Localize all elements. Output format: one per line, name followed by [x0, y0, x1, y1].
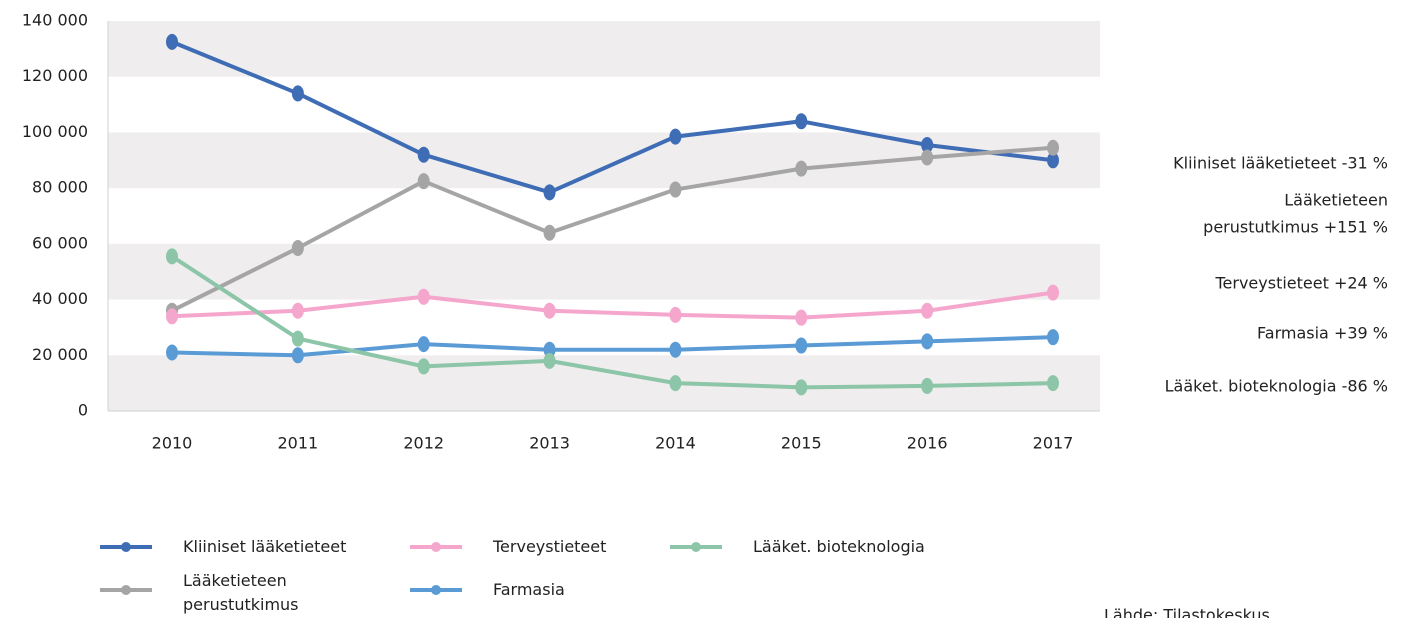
point [166, 248, 178, 265]
point [166, 344, 178, 361]
series-line [171, 145, 1054, 313]
x-tick-label: 2014 [655, 434, 696, 453]
x-tick-label: 2013 [529, 434, 570, 453]
series-line [171, 290, 1054, 320]
point [417, 358, 430, 375]
legend-label: Lääket. bioteknologia [753, 537, 925, 556]
y-tick-label: 80 000 [32, 178, 88, 197]
point [669, 375, 682, 392]
series-line [170, 254, 1054, 390]
y-tick-label: 100 000 [22, 122, 88, 141]
annotation: Lääket. bioteknologia -86 % [1165, 377, 1388, 396]
legend-label: Kliiniset lääketieteet [183, 537, 347, 556]
y-tick-label: 20 000 [32, 345, 88, 364]
point [795, 113, 808, 130]
annotation: Lääketieteen [1284, 191, 1388, 210]
point [795, 160, 808, 177]
point [417, 146, 430, 163]
legend-marker [121, 585, 131, 595]
point [166, 33, 178, 50]
point [795, 379, 808, 396]
point [795, 337, 808, 354]
annotation: perustutkimus +151 % [1203, 218, 1388, 237]
point [669, 341, 682, 358]
y-tick-label: 40 000 [32, 289, 88, 308]
x-tick-label: 2012 [403, 434, 444, 453]
point [291, 347, 304, 364]
grid-band [108, 132, 1100, 189]
point [669, 128, 682, 145]
y-tick-label: 120 000 [22, 66, 88, 85]
x-tick-label: 2017 [1033, 434, 1074, 453]
legend-label: Farmasia [493, 580, 565, 599]
point [543, 184, 556, 201]
grid-band [108, 355, 1100, 411]
x-tick-label: 2010 [152, 434, 193, 453]
annotation: Terveystieteet +24 % [1214, 274, 1388, 293]
point [166, 308, 178, 325]
point [921, 302, 934, 319]
point [1047, 152, 1059, 169]
series-line [171, 335, 1054, 358]
y-tick-label: 60 000 [32, 233, 88, 252]
legend-marker [431, 542, 441, 552]
legend-marker [431, 585, 441, 595]
point [921, 149, 934, 166]
annotation: Kliiniset lääketieteet -31 % [1173, 154, 1388, 173]
x-tick-label: 2016 [907, 434, 948, 453]
point [291, 85, 304, 102]
point [291, 302, 304, 319]
series-line [171, 40, 1054, 195]
point [417, 288, 430, 305]
point [291, 330, 304, 347]
y-tick-label: 140 000 [22, 11, 88, 30]
source: Lähde: Tilastokeskus [1104, 606, 1270, 618]
point [669, 181, 682, 198]
legend-label: Lääketieteen perustutkimus [183, 571, 299, 614]
annotation: Farmasia +39 % [1257, 324, 1388, 343]
point [1047, 139, 1059, 156]
grid-band [108, 21, 1100, 77]
grid-band [108, 243, 1100, 300]
point [291, 240, 304, 257]
point [543, 341, 556, 358]
point [921, 377, 934, 394]
legend-label: Terveystieteet [493, 537, 607, 556]
point [921, 333, 934, 350]
x-tick-label: 2015 [781, 434, 822, 453]
point [1047, 329, 1059, 346]
point [543, 224, 556, 241]
point [669, 306, 682, 323]
legend-marker [691, 542, 701, 552]
point [921, 136, 934, 153]
x-tick-label: 2011 [277, 434, 318, 453]
point [1047, 284, 1059, 301]
legend-marker [121, 542, 131, 552]
point [795, 309, 808, 326]
point [543, 302, 556, 319]
point [1047, 375, 1059, 392]
point [417, 336, 430, 353]
point [543, 352, 556, 369]
y-tick-label: 0 [78, 401, 88, 420]
point [417, 173, 430, 190]
